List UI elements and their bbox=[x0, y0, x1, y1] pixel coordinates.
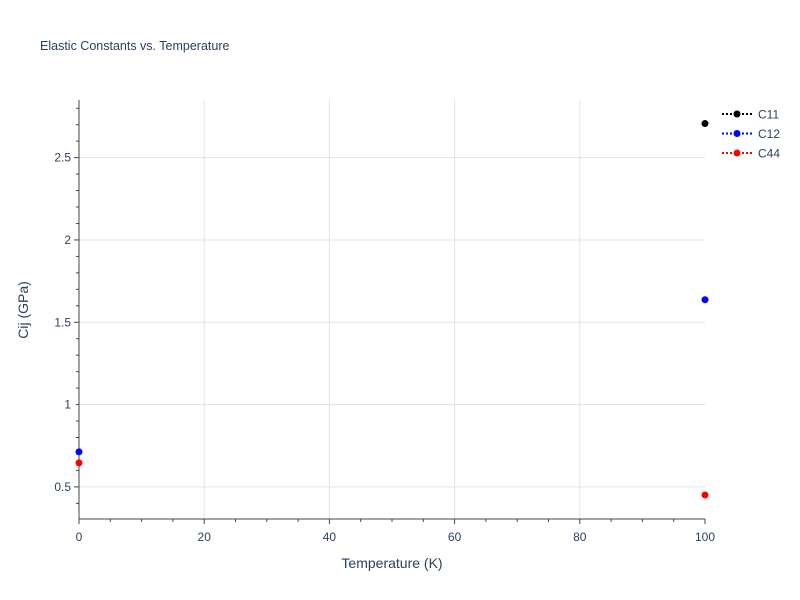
y-tick-label: 2 bbox=[64, 233, 71, 247]
legend-item-c11[interactable]: C11 bbox=[722, 108, 779, 122]
legend-label: C44 bbox=[758, 147, 780, 161]
y-tick-label: 2.5 bbox=[54, 151, 71, 165]
x-tick-label: 0 bbox=[76, 530, 83, 544]
chart-title: Elastic Constants vs. Temperature bbox=[40, 39, 229, 53]
legend-item-c44[interactable]: C44 bbox=[722, 147, 780, 161]
legend-marker bbox=[733, 149, 741, 157]
legend-marker bbox=[733, 110, 741, 118]
grid bbox=[79, 100, 705, 519]
legend[interactable]: C11 C12 C44 bbox=[722, 108, 780, 161]
x-tick-label: 20 bbox=[198, 530, 212, 544]
data-point-c44 bbox=[75, 459, 83, 467]
y-tick-label: 1.5 bbox=[54, 315, 71, 329]
x-tick-label: 80 bbox=[573, 530, 587, 544]
data-point-c44 bbox=[701, 491, 709, 499]
x-tick-label: 100 bbox=[695, 530, 715, 544]
x-axis-label: Temperature (K) bbox=[341, 555, 442, 571]
x-tick-label: 60 bbox=[448, 530, 462, 544]
legend-marker bbox=[733, 130, 741, 137]
data-point-c12 bbox=[75, 448, 83, 456]
data-point-c11 bbox=[701, 120, 709, 128]
legend-label: C12 bbox=[758, 127, 780, 141]
axes: 0 20 40 60 80 100 0.5 1 1.5 2 2.5 bbox=[54, 100, 715, 544]
data-point-c12 bbox=[701, 296, 709, 304]
legend-item-c12[interactable]: C12 bbox=[722, 127, 780, 141]
legend-label: C11 bbox=[758, 108, 779, 122]
y-tick-label: 1 bbox=[64, 398, 71, 412]
data-marks bbox=[75, 120, 709, 499]
y-tick-label: 0.5 bbox=[54, 480, 71, 494]
x-tick-label: 40 bbox=[323, 530, 337, 544]
y-axis-label: Cij (GPa) bbox=[15, 281, 31, 339]
